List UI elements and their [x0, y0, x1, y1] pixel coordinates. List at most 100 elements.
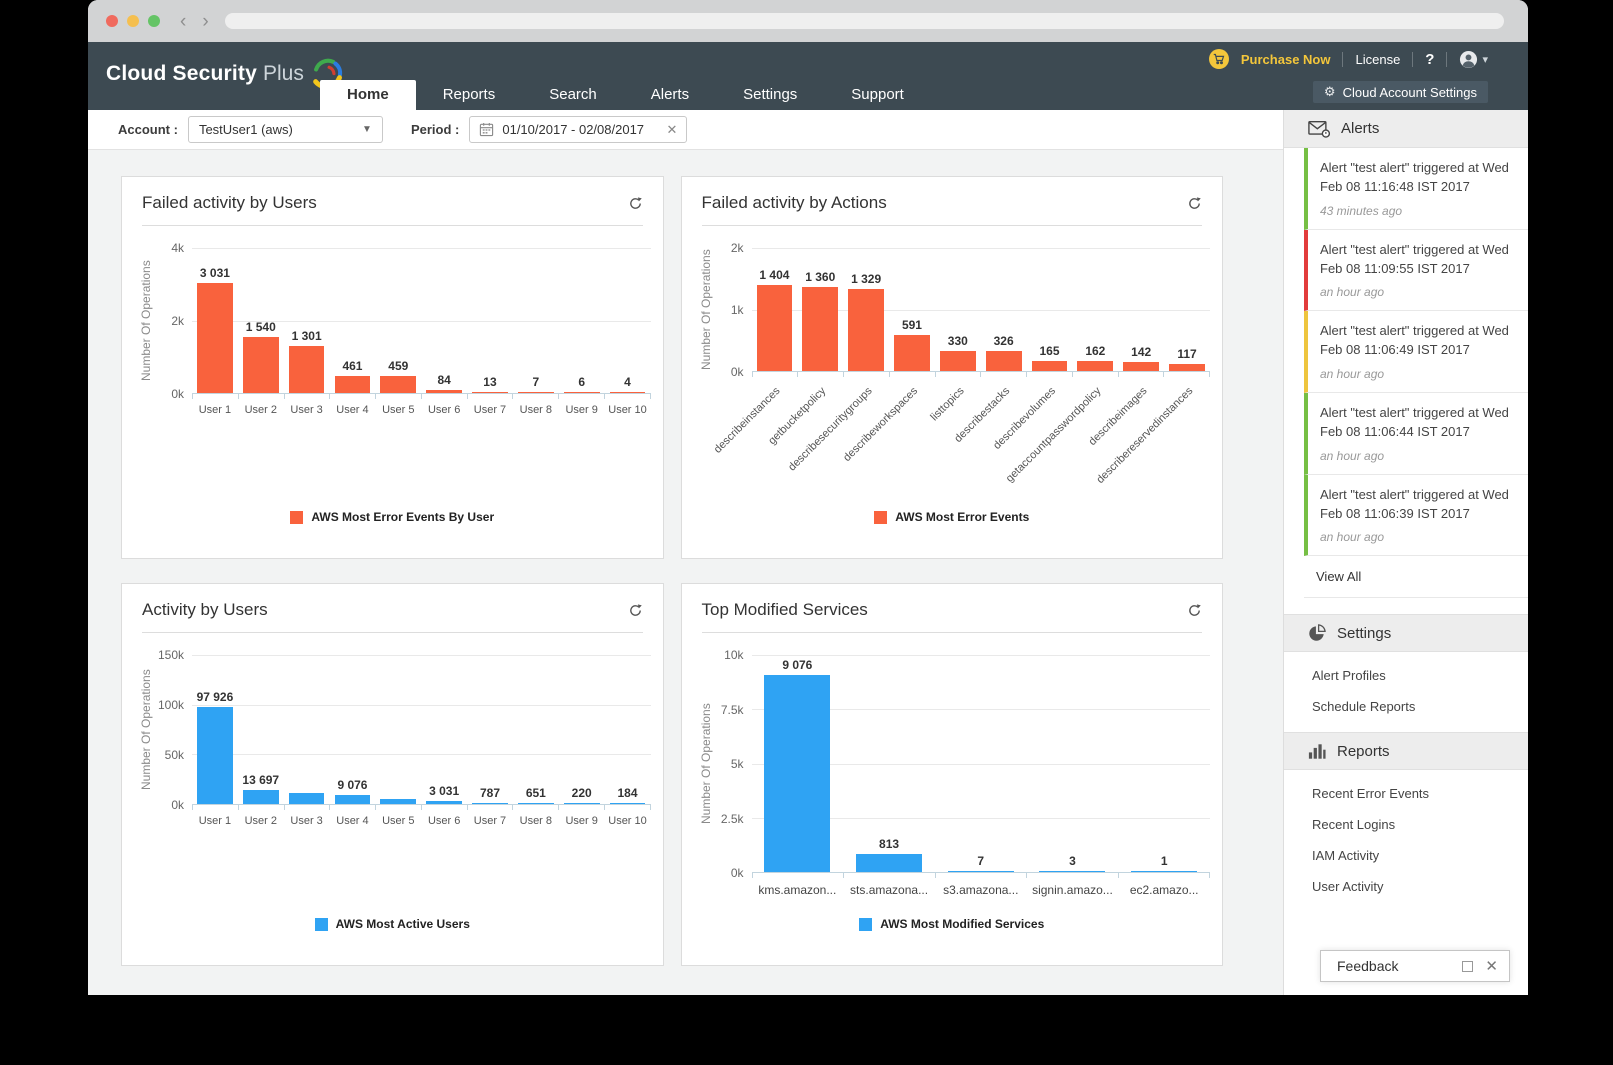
tab-alerts[interactable]: Alerts	[650, 86, 690, 103]
browser-forward-button[interactable]: ›	[202, 10, 209, 32]
clear-period-icon[interactable]: ✕	[666, 121, 678, 137]
minimize-window-button[interactable]	[127, 15, 139, 27]
alerts-section-title: Alerts	[1341, 120, 1380, 137]
account-label: Account :	[118, 122, 178, 137]
settings-section-title: Settings	[1337, 624, 1392, 642]
bar-2	[242, 790, 279, 804]
divider	[142, 632, 643, 633]
purchase-now-link[interactable]: Purchase Now	[1240, 51, 1331, 67]
y-axis-title: Number Of Operations	[698, 249, 713, 371]
refresh-icon[interactable]	[1187, 196, 1202, 211]
refresh-icon[interactable]	[628, 603, 643, 618]
chevron-down-icon: ▾	[1482, 53, 1488, 66]
x-axis-label: User 5	[382, 815, 415, 827]
alert-item[interactable]: Alert "test alert" triggered at Wed Feb …	[1304, 229, 1528, 312]
refresh-icon[interactable]	[1187, 603, 1202, 618]
bar-value-label: 1 329	[851, 272, 882, 287]
legend-swatch	[290, 510, 304, 524]
alert-item[interactable]: Alert "test alert" triggered at Wed Feb …	[1304, 311, 1528, 394]
bar-slot: 461	[330, 248, 376, 393]
bar-value-label: 162	[1085, 344, 1106, 359]
view-all-link[interactable]: View All	[1304, 556, 1528, 599]
alert-text: Alert "test alert" triggered at Wed Feb …	[1320, 160, 1509, 194]
alerts-section-header: Alerts	[1284, 110, 1528, 148]
sidebar-item-alert-profiles[interactable]: Alert Profiles	[1312, 668, 1386, 684]
tab-support[interactable]: Support	[851, 86, 904, 103]
bar-value-label: 165	[1039, 343, 1060, 358]
browser-back-button[interactable]: ‹	[180, 10, 187, 32]
x-axis-tick	[559, 394, 605, 399]
y-tick-label: 100k	[157, 698, 184, 713]
alert-item[interactable]: Alert "test alert" triggered at Wed Feb …	[1304, 474, 1528, 557]
x-axis-label: User 10	[608, 815, 647, 827]
x-axis-labels: describeinstances getbucketpolicy describe…	[712, 377, 1211, 492]
bar-chart: Number Of Operations 0k 1k 2k 1 404 1 360 1 …	[698, 241, 1211, 492]
tab-search[interactable]: Search	[549, 86, 597, 103]
x-axis-tick	[513, 394, 559, 399]
reports-section-header: Reports	[1284, 732, 1528, 771]
bar-value-label: 184	[617, 786, 638, 801]
help-link[interactable]: ?	[1425, 50, 1435, 68]
x-axis-label: User 7	[473, 404, 507, 416]
bars-row: 3 031 1 540 1 301 461 459 84 13 7 6 4	[192, 248, 651, 393]
x-axis-tick	[376, 805, 422, 810]
bar-value-label: 1 404	[759, 267, 790, 282]
x-axis-label: User 4	[336, 815, 369, 827]
sidebar-item-recent-error-events[interactable]: Recent Error Events	[1312, 786, 1430, 802]
tab-reports[interactable]: Reports	[442, 86, 496, 103]
bar-value-label: 13 697	[242, 773, 280, 788]
bar-value-label: 330	[947, 333, 968, 348]
y-tick-label: 7.5k	[720, 702, 744, 717]
user-menu[interactable]: ▾	[1459, 50, 1488, 69]
cart-icon[interactable]	[1208, 49, 1229, 69]
bar-slot: 6	[559, 248, 605, 393]
alert-item[interactable]: Alert "test alert" triggered at Wed Feb …	[1304, 148, 1528, 230]
bar-slot: 1 329	[843, 248, 889, 371]
cloud-account-settings-button[interactable]: ⚙ Cloud Account Settings	[1312, 81, 1488, 103]
alert-text: Alert "test alert" triggered at Wed Feb …	[1320, 323, 1509, 358]
chart-title: Activity by Users	[142, 600, 268, 619]
gridline	[751, 309, 1210, 311]
y-axis-title: Number Of Operations	[139, 669, 153, 791]
x-axis-labels: kms.amazon... sts.amazona... s3.amazona...…	[752, 878, 1211, 897]
period-range-input[interactable]: 01/10/2017 - 02/08/2017 ✕	[469, 116, 688, 143]
alert-time: an hour ago	[1320, 367, 1385, 382]
account-select[interactable]: TestUser1 (aws) ▼	[187, 116, 383, 143]
x-axis-tick	[468, 394, 514, 399]
sidebar-item-user-activity[interactable]: User Activity	[1312, 879, 1384, 895]
close-window-button[interactable]	[106, 15, 118, 27]
bar-slot: 165	[1027, 248, 1073, 371]
zoom-window-button[interactable]	[148, 15, 160, 27]
license-link[interactable]: License	[1355, 51, 1401, 67]
tab-home[interactable]: Home	[320, 80, 416, 110]
period-label: Period :	[410, 122, 460, 137]
bar-value-label: 142	[1131, 345, 1152, 360]
chart-legend: AWS Most Error Events	[682, 510, 1223, 524]
refresh-icon[interactable]	[628, 196, 643, 211]
bars-row: 1 404 1 360 1 329 591 330 326 165 162 142 117	[752, 248, 1211, 371]
bar-5	[939, 350, 976, 371]
close-icon[interactable]: ✕	[1485, 957, 1498, 975]
x-axis-tick	[239, 394, 285, 399]
gridline	[192, 754, 651, 756]
alert-text: Alert "test alert" triggered at Wed Feb …	[1320, 405, 1509, 439]
tab-settings[interactable]: Settings	[743, 86, 798, 103]
address-bar[interactable]	[224, 13, 1504, 29]
sidebar-item-recent-logins[interactable]: Recent Logins	[1312, 817, 1396, 833]
x-axis-label: User 8	[519, 815, 553, 827]
y-tick-label: 1k	[730, 303, 744, 317]
x-axis-tick	[981, 372, 1027, 377]
x-axis-label: describereservedinstances	[1094, 385, 1196, 487]
x-axis-label: User 3	[290, 815, 323, 827]
restore-icon[interactable]	[1462, 960, 1474, 972]
x-axis-label: User 6	[427, 404, 461, 416]
gridline	[751, 655, 1210, 656]
x-axis-tick	[1119, 372, 1165, 377]
sidebar-item-schedule-reports[interactable]: Schedule Reports	[1312, 699, 1416, 715]
bar-slot: 787	[467, 655, 513, 804]
x-axis-label: User 1	[198, 404, 232, 416]
x-axis-tick	[285, 394, 331, 399]
sidebar-item-iam-activity[interactable]: IAM Activity	[1312, 848, 1380, 864]
alert-item[interactable]: Alert "test alert" triggered at Wed Feb …	[1304, 393, 1528, 475]
settings-list: Alert Profiles Schedule Reports	[1284, 652, 1528, 732]
